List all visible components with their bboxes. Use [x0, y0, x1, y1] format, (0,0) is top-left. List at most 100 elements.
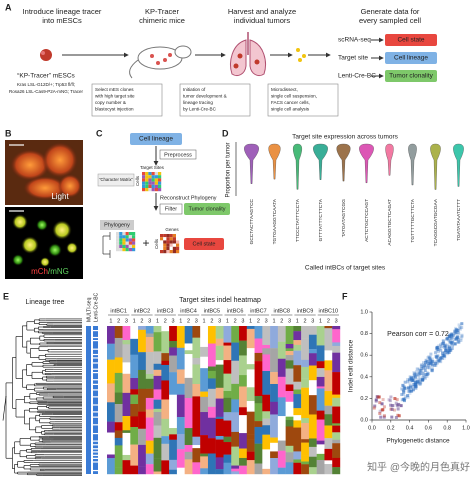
y-tick-label: 1.0 [360, 309, 368, 315]
heat-cell [114, 372, 123, 393]
x-tick-label: 0.0 [368, 425, 376, 431]
heat-cell [277, 450, 286, 468]
site-label: 1 [272, 318, 275, 324]
heat-cell [231, 431, 240, 447]
heat-cell [184, 343, 193, 351]
heat-cell [176, 449, 185, 468]
heat-cell [332, 326, 341, 330]
density-cell [440, 356, 444, 360]
step-title: into mESCs [42, 16, 82, 25]
heat-cell [215, 364, 224, 388]
heat-cell [316, 376, 325, 387]
heat-cell [246, 434, 255, 440]
heat-cell [301, 455, 310, 462]
note: Microdissect, [271, 87, 298, 92]
heat-cell [308, 349, 317, 354]
heat-cell [231, 383, 240, 400]
matrix-cell [154, 178, 158, 182]
density-cell [413, 386, 417, 390]
heat-cell [138, 369, 147, 390]
heat-cell [200, 453, 209, 457]
genotype: Kras LSL-G12D/+; Trp53 fl/fl; [17, 82, 75, 87]
heat-cell [172, 240, 176, 244]
density-cell [423, 368, 427, 372]
heat-cell [207, 406, 216, 412]
heat-cell [166, 243, 170, 247]
genotype: Rosa26 LSL-Cas9-P2A-mNG; Tracer [9, 89, 84, 94]
heat-cell [231, 342, 240, 361]
heat-cell [161, 399, 170, 420]
matrix-cell [128, 232, 132, 236]
density-cell [436, 357, 440, 361]
watermark: 知乎 @今晚的月色真好 [367, 461, 470, 474]
lenti-gap [93, 379, 98, 381]
density-cell [391, 404, 395, 408]
density-cell [429, 352, 433, 356]
note: Initiation of [183, 87, 206, 92]
mouse-spot [156, 61, 160, 65]
heat-cell [262, 425, 271, 435]
density-cell [457, 340, 461, 344]
heat-cell [207, 411, 216, 418]
density-cell [450, 335, 454, 339]
heat-cell [138, 411, 147, 429]
axis-label: Target Sites [140, 165, 165, 170]
heat-cell [285, 426, 294, 447]
heat-cell [277, 422, 286, 441]
heat-cell [114, 392, 123, 405]
heat-cell [107, 359, 115, 384]
heat-cell [277, 358, 286, 377]
heat-cell [308, 395, 317, 415]
density-cell [433, 361, 437, 365]
density-cell [382, 405, 386, 409]
mouse-head [174, 45, 192, 59]
density-cell [448, 348, 452, 352]
heat-cell [246, 387, 255, 402]
heat-cell [324, 328, 333, 351]
heat-cell [163, 246, 167, 250]
heat-cell [169, 246, 173, 250]
density-cell [437, 344, 441, 348]
heat-cell [153, 375, 162, 390]
heat-cell [145, 326, 154, 334]
lenti-gap [93, 457, 98, 459]
violin [268, 143, 281, 180]
heat-cell [138, 466, 147, 475]
heat-cell [277, 341, 286, 348]
matrix-cell [158, 172, 162, 176]
site-label: 2 [234, 318, 237, 324]
heat-cell [176, 347, 185, 370]
heat-cell [200, 368, 209, 392]
tumor [233, 63, 239, 69]
heat-cell [184, 459, 193, 475]
lung [249, 39, 266, 77]
heat-cell [163, 234, 167, 238]
matrix-cell [119, 248, 123, 252]
heat-cell [122, 373, 131, 394]
heat-cell [184, 444, 193, 453]
matrix-cell [158, 178, 162, 182]
density-cell [416, 381, 420, 385]
panel-label: A [5, 2, 12, 12]
density-cell [411, 385, 415, 389]
density-cell [414, 370, 418, 374]
heat-cell [262, 326, 271, 346]
matrix-cell [132, 235, 136, 239]
heat-cell [200, 435, 209, 454]
heat-cell [122, 416, 131, 431]
density-cell [387, 398, 391, 402]
site-label: 2 [187, 318, 190, 324]
note: lineage tracing [183, 100, 213, 105]
heat-cell [239, 340, 247, 356]
heat-cell [308, 334, 317, 350]
step-label: Filter [165, 206, 177, 212]
density-cell [460, 326, 464, 330]
heat-cell [200, 391, 209, 398]
matrix-cell [158, 181, 162, 185]
density-cell [451, 340, 455, 344]
step-title: chimeric mice [139, 16, 185, 25]
density-cell [427, 366, 431, 370]
density-cell [400, 393, 404, 397]
tree-label: Lineage tree [26, 299, 65, 306]
site-label: 2 [327, 318, 330, 324]
